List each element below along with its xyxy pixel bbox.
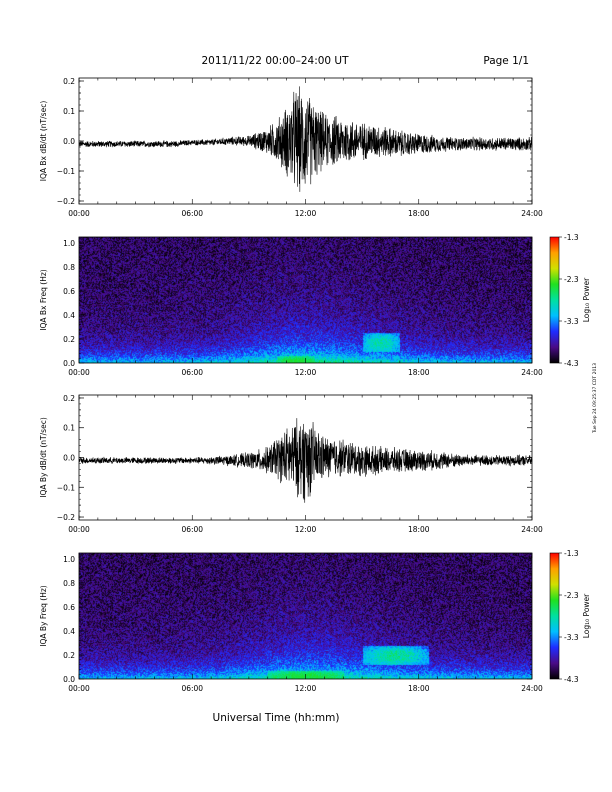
y-tick-label: 0.0	[63, 359, 75, 368]
y-tick-label: −0.2	[57, 513, 75, 522]
y-tick-label: 0.2	[63, 335, 75, 344]
bx-dbdt-trace	[78, 86, 533, 192]
x-tick-label: 12:00	[295, 525, 317, 534]
y-axis-label: IQA By dB/dt (nT/sec)	[39, 417, 48, 498]
colorbar-tick-label: -4.3	[564, 675, 579, 684]
page-title: 2011/11/22 00:00–24:00 UT	[201, 55, 349, 67]
panel-by-dbdt: −0.2 −0.1 0.0 0.1 0.2 00:00 06:00 12:00 18:00 24:…	[39, 394, 543, 534]
x-tick-label: 06:00	[181, 684, 203, 693]
y-tick-label: 0.1	[63, 424, 75, 433]
panels: −0.2 −0.1 0.0 0.1 0.2 00:00 06:00 12:00 18:00 24:…	[39, 77, 591, 693]
y-tick-label: 1.0	[63, 239, 75, 248]
y-tick-label: 0.0	[63, 454, 75, 463]
colorbar-label: Log₁₀ Power	[582, 277, 591, 322]
y-tick-label: 0.2	[63, 394, 75, 403]
y-axis-label: IQA Bx dB/dt (nT/sec)	[39, 101, 48, 182]
x-tick-label: 00:00	[68, 525, 90, 534]
x-tick-label: 18:00	[408, 684, 430, 693]
y-tick-label: 0.4	[63, 627, 75, 636]
by-dbdt-trace	[78, 418, 533, 503]
x-tick-label: 12:00	[295, 684, 317, 693]
y-tick-label: 1.0	[63, 555, 75, 564]
colorbar-tick-label: -3.3	[564, 633, 579, 642]
panel-bx-freq: -1.3 -2.3 -3.3 -4.3 Log₁₀ Power 0.0 0.2 0.4 0.6 0…	[39, 233, 591, 377]
y-tick-label: −0.1	[57, 167, 75, 176]
colorbar-tick-label: -4.3	[564, 359, 579, 368]
panel-by-freq: -1.3 -2.3 -3.3 -4.3 Log₁₀ Power 0.0 0.2 0.4 0.6 0…	[39, 549, 591, 693]
generation-timestamp: Tue Sep 24 09:25:37 CDT 2013	[592, 363, 598, 434]
y-tick-label: −0.1	[57, 483, 75, 492]
x-tick-label: 24:00	[521, 684, 543, 693]
x-tick-label: 00:00	[68, 209, 90, 218]
bx-freq-spectrogram-canvas	[79, 237, 532, 363]
x-tick-label: 18:00	[408, 209, 430, 218]
x-axis-label: Universal Time (hh:mm)	[213, 712, 340, 724]
y-axis-label: IQA Bx Freq (Hz)	[39, 269, 48, 331]
colorbar-tick-label: -2.3	[564, 275, 579, 284]
x-tick-label: 00:00	[68, 368, 90, 377]
x-tick-label: 06:00	[181, 368, 203, 377]
colorbar-tick-label: -1.3	[564, 233, 579, 242]
x-tick-label: 00:00	[68, 684, 90, 693]
x-tick-label: 24:00	[521, 525, 543, 534]
colorbar-tick-label: -2.3	[564, 591, 579, 600]
y-tick-label: 0.2	[63, 77, 75, 86]
colorbar-tick-label: -3.3	[564, 317, 579, 326]
bx-freq-spectrogram	[79, 237, 532, 363]
y-tick-label: 0.4	[63, 311, 75, 320]
x-tick-label: 06:00	[181, 209, 203, 218]
y-tick-label: 0.1	[63, 107, 75, 116]
x-tick-label: 24:00	[521, 368, 543, 377]
colorbar	[549, 236, 560, 364]
colorbar-label: Log₁₀ Power	[582, 593, 591, 638]
x-tick-label: 06:00	[181, 525, 203, 534]
page-number: Page 1/1	[483, 55, 529, 67]
y-tick-label: 0.2	[63, 651, 75, 660]
y-axis-label: IQA By Freq (Hz)	[39, 585, 48, 647]
y-tick-label: 0.8	[63, 263, 75, 272]
y-tick-label: 0.6	[63, 603, 75, 612]
x-tick-label: 18:00	[408, 368, 430, 377]
y-tick-label: 0.0	[63, 675, 75, 684]
colorbar-tick-label: -1.3	[564, 549, 579, 558]
by-freq-spectrogram-canvas	[79, 553, 532, 679]
panel-bx-dbdt: −0.2 −0.1 0.0 0.1 0.2 00:00 06:00 12:00 18:00 24:…	[39, 77, 543, 218]
x-tick-label: 12:00	[295, 368, 317, 377]
x-tick-label: 18:00	[408, 525, 430, 534]
x-tick-label: 24:00	[521, 209, 543, 218]
x-tick-label: 12:00	[295, 209, 317, 218]
colorbar	[549, 552, 560, 680]
y-tick-label: 0.8	[63, 579, 75, 588]
by-freq-spectrogram	[79, 553, 532, 679]
y-tick-label: −0.2	[57, 197, 75, 206]
by-dbdt-frame	[78, 394, 533, 521]
y-tick-label: 0.6	[63, 287, 75, 296]
y-tick-label: 0.0	[63, 137, 75, 146]
